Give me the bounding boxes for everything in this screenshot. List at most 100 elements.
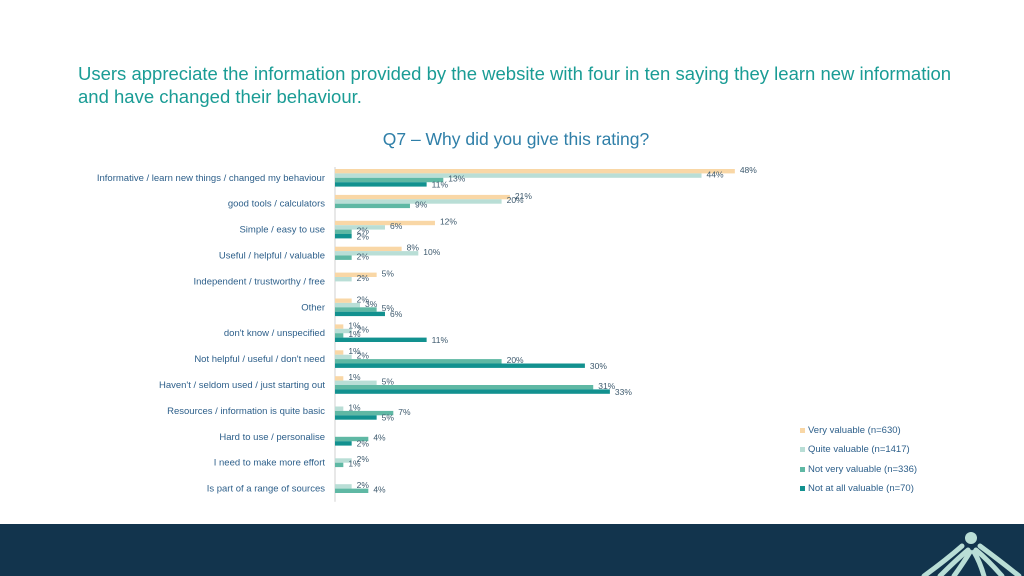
bar-very-valuable-good-tools-calculators xyxy=(335,194,510,200)
data-label-very-valuable-don-t-know-unspecified: 1% xyxy=(348,320,361,330)
bar-quite-valuable-informative-learn-new-things-changed-my-behaviour xyxy=(335,173,702,178)
data-label-quite-valuable-simple-easy-to-use: 6% xyxy=(390,221,403,231)
category-label-not-helpful-useful-don-t-need: Not helpful / useful / don't need xyxy=(194,354,325,365)
legend-swatch-quite-valuable xyxy=(800,447,805,453)
data-label-not-very-valuable-informative-learn-new-things-changed-my-behaviour: 13% xyxy=(448,174,465,184)
data-label-not-at-all-valuable-not-helpful-useful-don-t-need: 30% xyxy=(590,361,607,371)
bar-quite-valuable-independent-trustworthy-free xyxy=(335,277,352,282)
bar-not-at-all-valuable-other xyxy=(335,311,385,317)
legend-label-quite-valuable: Quite valuable (n=1417) xyxy=(808,444,910,456)
bar-quite-valuable-other xyxy=(335,302,360,308)
bar-quite-valuable-good-tools-calculators xyxy=(335,199,502,204)
data-label-not-very-valuable-hard-to-use-personalise: 4% xyxy=(373,433,386,443)
bar-not-very-valuable-is-part-of-a-range-of-sources xyxy=(335,488,369,493)
category-label-informative-learn-new-things-changed-my-behaviour: Informative / learn new things / changed… xyxy=(97,173,325,184)
bar-not-at-all-valuable-not-helpful-useful-don-t-need xyxy=(335,363,585,368)
bar-not-at-all-valuable-simple-easy-to-use xyxy=(335,234,352,239)
category-label-useful-helpful-valuable: Useful / helpful / valuable xyxy=(219,251,325,262)
category-label-haven-t-seldom-used-just-starting-out: Haven't / seldom used / just starting ou… xyxy=(159,380,325,391)
legend-label-not-very-valuable: Not very valuable (n=336) xyxy=(808,463,918,475)
data-label-not-very-valuable-not-helpful-useful-don-t-need: 20% xyxy=(507,355,524,365)
bar-quite-valuable-i-need-to-make-more-effort xyxy=(335,458,352,463)
bar-not-very-valuable-resources-information-is-quite-basic xyxy=(335,410,394,416)
data-label-not-very-valuable-other: 5% xyxy=(382,303,395,313)
category-label-resources-information-is-quite-basic: Resources / information is quite basic xyxy=(167,406,325,417)
category-label-independent-trustworthy-free: Independent / trustworthy / free xyxy=(194,276,326,287)
category-label-don-t-know-unspecified: don't know / unspecified xyxy=(224,328,325,339)
legend-item-quite-valuable: Quite valuable (n=1417) xyxy=(800,440,1000,459)
data-label-quite-valuable-independent-trustworthy-free: 2% xyxy=(357,273,370,283)
data-label-very-valuable-not-helpful-useful-don-t-need: 1% xyxy=(348,346,361,356)
legend-swatch-very-valuable xyxy=(800,428,805,434)
bar-not-at-all-valuable-haven-t-seldom-used-just-starting-out xyxy=(335,389,610,394)
data-label-very-valuable-independent-trustworthy-free: 5% xyxy=(382,269,395,279)
data-label-quite-valuable-haven-t-seldom-used-just-starting-out: 5% xyxy=(382,377,395,387)
data-label-not-at-all-valuable-informative-learn-new-things-changed-my-behaviour: 11% xyxy=(432,180,449,190)
data-label-very-valuable-informative-learn-new-things-changed-my-behaviour: 48% xyxy=(740,165,757,175)
bar-not-very-valuable-hard-to-use-personalise xyxy=(335,436,369,442)
bar-very-valuable-not-helpful-useful-don-t-need xyxy=(335,350,344,355)
data-label-not-very-valuable-simple-easy-to-use: 2% xyxy=(357,226,370,236)
data-label-not-at-all-valuable-haven-t-seldom-used-just-starting-out: 33% xyxy=(615,387,632,397)
bar-quite-valuable-not-helpful-useful-don-t-need xyxy=(335,354,352,360)
data-label-not-very-valuable-don-t-know-unspecified: 1% xyxy=(348,329,361,339)
data-label-very-valuable-other: 2% xyxy=(357,294,370,304)
bar-quite-valuable-don-t-know-unspecified xyxy=(335,328,352,334)
legend-item-very-valuable: Very valuable (n=630) xyxy=(800,421,1000,440)
category-label-simple-easy-to-use: Simple / easy to use xyxy=(239,225,325,236)
data-label-quite-valuable-don-t-know-unspecified: 2% xyxy=(357,325,370,335)
footer-band xyxy=(0,524,1024,576)
data-label-quite-valuable-resources-information-is-quite-basic: 1% xyxy=(348,402,361,412)
bar-not-at-all-valuable-hard-to-use-personalise xyxy=(335,441,352,446)
bar-quite-valuable-simple-easy-to-use xyxy=(335,225,385,230)
data-label-very-valuable-good-tools-calculators: 21% xyxy=(515,191,532,201)
data-label-quite-valuable-good-tools-calculators: 20% xyxy=(507,195,524,205)
bar-very-valuable-informative-learn-new-things-changed-my-behaviour xyxy=(335,169,735,174)
data-label-not-very-valuable-i-need-to-make-more-effort: 1% xyxy=(348,459,361,469)
legend-label-very-valuable: Very valuable (n=630) xyxy=(808,425,901,437)
bar-chart: Informative / learn new things / changed… xyxy=(97,165,757,502)
bar-not-very-valuable-not-helpful-useful-don-t-need xyxy=(335,359,502,364)
data-label-not-very-valuable-haven-t-seldom-used-just-starting-out: 31% xyxy=(598,381,615,391)
data-label-not-very-valuable-resources-information-is-quite-basic: 7% xyxy=(398,407,411,417)
category-label-is-part-of-a-range-of-sources: Is part of a range of sources xyxy=(207,484,326,495)
category-label-good-tools-calculators: good tools / calculators xyxy=(228,199,325,210)
category-label-i-need-to-make-more-effort: I need to make more effort xyxy=(214,458,326,469)
data-label-quite-valuable-informative-learn-new-things-changed-my-behaviour: 44% xyxy=(707,169,724,179)
bar-quite-valuable-useful-helpful-valuable xyxy=(335,251,419,256)
data-label-not-very-valuable-is-part-of-a-range-of-sources: 4% xyxy=(373,485,386,495)
chart-title: Q7 – Why did you give this rating? xyxy=(382,129,650,149)
bar-quite-valuable-haven-t-seldom-used-just-starting-out xyxy=(335,380,377,385)
bar-very-valuable-simple-easy-to-use xyxy=(335,220,435,226)
data-label-quite-valuable-is-part-of-a-range-of-sources: 2% xyxy=(357,480,370,490)
bar-quite-valuable-resources-information-is-quite-basic xyxy=(335,406,344,411)
arch-logo-icon xyxy=(921,532,1022,576)
data-label-quite-valuable-i-need-to-make-more-effort: 2% xyxy=(357,454,370,464)
bar-not-very-valuable-don-t-know-unspecified xyxy=(335,333,344,338)
bar-not-very-valuable-good-tools-calculators xyxy=(335,203,410,209)
data-label-quite-valuable-not-helpful-useful-don-t-need: 2% xyxy=(357,351,370,361)
data-label-not-at-all-valuable-hard-to-use-personalise: 2% xyxy=(357,439,370,449)
data-label-not-at-all-valuable-resources-information-is-quite-basic: 5% xyxy=(382,413,395,423)
legend-swatch-not-at-all-valuable xyxy=(800,486,805,492)
bar-not-very-valuable-informative-learn-new-things-changed-my-behaviour xyxy=(335,177,444,183)
data-label-quite-valuable-useful-helpful-valuable: 10% xyxy=(423,247,440,257)
bar-not-at-all-valuable-don-t-know-unspecified xyxy=(335,337,427,342)
data-label-not-very-valuable-useful-helpful-valuable: 2% xyxy=(357,251,370,261)
data-label-not-at-all-valuable-other: 6% xyxy=(390,309,403,319)
bar-very-valuable-don-t-know-unspecified xyxy=(335,324,344,329)
data-label-not-at-all-valuable-don-t-know-unspecified: 11% xyxy=(432,335,449,345)
data-label-very-valuable-simple-easy-to-use: 12% xyxy=(440,217,457,227)
bar-not-at-all-valuable-resources-information-is-quite-basic xyxy=(335,415,377,420)
data-label-very-valuable-useful-helpful-valuable: 8% xyxy=(407,243,420,253)
bar-not-very-valuable-simple-easy-to-use xyxy=(335,229,352,234)
legend-label-not-at-all-valuable: Not at all valuable (n=70) xyxy=(808,483,914,495)
bar-quite-valuable-is-part-of-a-range-of-sources xyxy=(335,484,352,489)
legend-item-not-at-all-valuable: Not at all valuable (n=70) xyxy=(800,479,1000,498)
category-label-other: Other xyxy=(301,302,325,313)
bar-not-very-valuable-other xyxy=(335,307,377,312)
bar-not-very-valuable-i-need-to-make-more-effort xyxy=(335,462,344,468)
bar-very-valuable-haven-t-seldom-used-just-starting-out xyxy=(335,376,344,381)
bar-not-very-valuable-useful-helpful-valuable xyxy=(335,255,352,260)
data-label-very-valuable-haven-t-seldom-used-just-starting-out: 1% xyxy=(348,372,361,382)
